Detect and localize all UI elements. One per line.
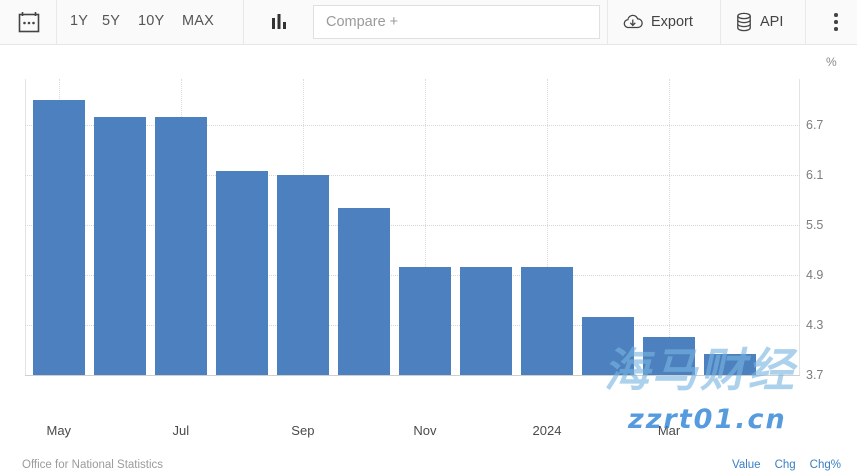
bar-chart-icon[interactable]	[270, 12, 290, 32]
plot-area[interactable]	[25, 79, 800, 376]
x-axis-tick-label: Jul	[172, 423, 190, 438]
plot-left-border	[25, 79, 26, 375]
range-button-10y[interactable]: 10Y	[138, 13, 165, 29]
footer-tab-chg[interactable]: Chg	[774, 459, 796, 471]
x-axis-tick-label: Nov	[413, 423, 437, 438]
y-axis-tick-label: 3.7	[806, 368, 824, 382]
chart-toolbar: 1Y 5Y 10Y MAX Compare + Export API	[0, 0, 857, 45]
y-axis-tick-label: 4.9	[806, 267, 824, 282]
toolbar-divider-4	[720, 0, 721, 45]
footer-tabs: Value Chg Chg%	[732, 459, 841, 471]
y-axis-tick-label: 5.5	[806, 217, 824, 232]
x-axis-tick-label: Sep	[291, 423, 315, 438]
bar[interactable]	[155, 116, 207, 375]
range-button-1y[interactable]: 1Y	[70, 13, 89, 29]
range-button-max[interactable]: MAX	[182, 13, 215, 29]
toolbar-divider-1	[56, 0, 57, 45]
y-axis-tick-label: 4.3	[806, 317, 824, 332]
y-axis-tick-label: 6.1	[806, 167, 824, 182]
chart-panel: % 6.7 6.1 5.5 4.9 4.3 3.7 May Jul Sep Nov 2024 Mar…	[0, 45, 857, 471]
toolbar-divider-5	[805, 0, 806, 45]
bar[interactable]	[704, 354, 756, 375]
gridline-y	[25, 174, 800, 176]
bar[interactable]	[582, 316, 634, 375]
bar[interactable]	[277, 174, 329, 375]
export-button[interactable]: Export	[622, 10, 693, 34]
gridline-x	[669, 79, 671, 375]
database-icon	[737, 12, 751, 32]
bar[interactable]	[399, 266, 451, 375]
footer-tab-chgpct[interactable]: Chg%	[809, 459, 841, 471]
bar[interactable]	[94, 116, 146, 375]
bar[interactable]	[33, 99, 85, 375]
axis-baseline	[25, 375, 800, 376]
toolbar-divider-3	[607, 0, 608, 45]
cloud-download-icon	[623, 14, 643, 29]
gridline-x	[546, 79, 548, 375]
footer-tab-value[interactable]: Value	[732, 459, 761, 471]
api-button[interactable]: API	[735, 10, 783, 34]
gridline-y	[25, 124, 800, 126]
bar[interactable]	[460, 266, 512, 375]
y-axis-unit-label: %	[826, 55, 837, 69]
bar[interactable]	[338, 208, 390, 375]
source-label: Office for National Statistics	[22, 459, 164, 471]
bar[interactable]	[521, 266, 573, 375]
gridline-y	[25, 224, 800, 226]
range-button-5y[interactable]: 5Y	[102, 13, 121, 29]
more-vertical-icon[interactable]	[826, 11, 846, 33]
plot-right-border	[799, 79, 800, 375]
bar[interactable]	[216, 170, 268, 375]
bar[interactable]	[643, 337, 695, 375]
gridline-x	[424, 79, 426, 375]
compare-placeholder: Compare +	[326, 14, 399, 30]
calendar-icon[interactable]	[18, 11, 40, 33]
x-axis-tick-label: 2024	[532, 423, 562, 438]
x-axis-tick-label: May	[46, 423, 72, 438]
api-label: API	[760, 14, 784, 30]
compare-input[interactable]: Compare +	[313, 5, 600, 39]
x-axis-tick-label: Mar	[657, 423, 681, 438]
export-label: Export	[651, 14, 693, 30]
y-axis-tick-label: 6.7	[806, 117, 824, 132]
toolbar-divider-2	[243, 0, 244, 45]
